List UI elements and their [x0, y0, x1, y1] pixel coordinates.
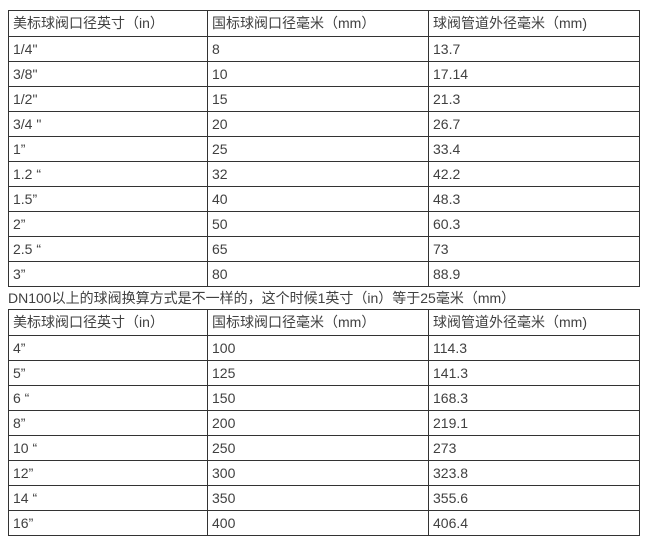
table-cell: 13.7 [428, 36, 640, 62]
table-cell: 1/2" [8, 86, 208, 112]
table-cell: 400 [207, 510, 429, 536]
table-cell: 125 [207, 360, 429, 386]
table-cell: 406.4 [428, 510, 640, 536]
table-cell: 350 [207, 485, 429, 511]
table-cell: 33.4 [428, 136, 640, 162]
table-cell: 10 “ [8, 435, 208, 461]
table-cell: 21.3 [428, 86, 640, 112]
table-cell: 3” [8, 261, 208, 287]
table-cell: 300 [207, 460, 429, 486]
table-row: 3/4 " 20 26.7 [8, 111, 640, 137]
table-cell: 10 [207, 61, 429, 87]
table-row: 5” 125 141.3 [8, 360, 640, 386]
table-row: 6 “150 168.3 [8, 385, 640, 411]
table-cell: 323.8 [428, 460, 640, 486]
table-cell: 5” [8, 360, 208, 386]
table-cell: 2.5 “ [8, 236, 208, 262]
table-cell: 3/8" [8, 61, 208, 87]
table-cell: 15 [207, 86, 429, 112]
table-cell: 2” [8, 211, 208, 237]
table-cell: 25 [207, 136, 429, 162]
table-cell: 8 [207, 36, 429, 62]
table-row: 3/8" 10 17.14 [8, 61, 640, 87]
table-row: 1.5” 40 48.3 [8, 186, 640, 212]
table-row: 1/4" 8 13.7 [8, 36, 640, 62]
table-cell: 100 [207, 335, 429, 361]
table-cell: 168.3 [428, 385, 640, 411]
table-cell: 1” [8, 136, 208, 162]
table-row: 3” 80 88.9 [8, 261, 640, 287]
table-cell: 48.3 [428, 186, 640, 212]
table-cell: 12” [8, 460, 208, 486]
header-cell: 球阀管道外径毫米（mm) [428, 10, 640, 37]
table-cell: 1.5” [8, 186, 208, 212]
table-cell: 141.3 [428, 360, 640, 386]
table-cell: 1.2 “ [8, 161, 208, 187]
table-cell: 14 “ [8, 485, 208, 511]
table-row: 12” 300 323.8 [8, 460, 640, 486]
valve-size-table-dn100-above: 美标球阀口径英寸（in） 国标球阀口径毫米（mm） 球阀管道外径毫米（mm) 4” 10… [8, 309, 640, 536]
note-text: DN100以上的球阀换算方式是不一样的，这个时候1英寸（in）等于25毫米（mm… [8, 290, 516, 306]
table-row: 8” 200 219.1 [8, 410, 640, 436]
table-cell: 16” [8, 510, 208, 536]
table-cell: 250 [207, 435, 429, 461]
table-cell: 8” [8, 410, 208, 436]
table-row: 14 “350 355.6 [8, 485, 640, 511]
header-cell: 国标球阀口径毫米（mm） [207, 10, 429, 37]
table-cell: 6 “ [8, 385, 208, 411]
header-cell: 球阀管道外径毫米（mm) [428, 309, 640, 336]
table-cell: 60.3 [428, 211, 640, 237]
table-row: 1.2 “32 42.2 [8, 161, 640, 187]
header-row: 美标球阀口径英寸（in） 国标球阀口径毫米（mm） 球阀管道外径毫米（mm) [8, 10, 640, 37]
header-row: 美标球阀口径英寸（in） 国标球阀口径毫米（mm） 球阀管道外径毫米（mm) [8, 309, 640, 336]
header-cell: 国标球阀口径毫米（mm） [207, 309, 429, 336]
cropped-text-remnant [0, 10, 646, 13]
header-cell: 美标球阀口径英寸（in） [8, 10, 208, 37]
table-cell: 65 [207, 236, 429, 262]
page: { "colors": { "text": "#404040", "border… [0, 10, 646, 547]
table-cell: 3/4 " [8, 111, 208, 137]
table-cell: 20 [207, 111, 429, 137]
table-cell: 1/4" [8, 36, 208, 62]
table-cell: 4” [8, 335, 208, 361]
table-cell: 150 [207, 385, 429, 411]
table-cell: 32 [207, 161, 429, 187]
valve-size-table-dn80-below: 美标球阀口径英寸（in） 国标球阀口径毫米（mm） 球阀管道外径毫米（mm) 1/4"… [8, 10, 640, 287]
table-cell: 80 [207, 261, 429, 287]
table-row: 2” 50 60.3 [8, 211, 640, 237]
table-cell: 73 [428, 236, 640, 262]
table-cell: 88.9 [428, 261, 640, 287]
table-cell: 355.6 [428, 485, 640, 511]
table-cell: 273 [428, 435, 640, 461]
table-cell: 219.1 [428, 410, 640, 436]
header-cell: 美标球阀口径英寸（in） [8, 309, 208, 336]
table-cell: 17.14 [428, 61, 640, 87]
table-cell: 200 [207, 410, 429, 436]
table-row: 4” 100 114.3 [8, 335, 640, 361]
table-cell: 40 [207, 186, 429, 212]
table-row: 10 “250 273 [8, 435, 640, 461]
table-row: 16” 400 406.4 [8, 510, 640, 536]
table-cell: 26.7 [428, 111, 640, 137]
table-cell: 42.2 [428, 161, 640, 187]
table-row: 1” 25 33.4 [8, 136, 640, 162]
table-row: 1/2" 15 21.3 [8, 86, 640, 112]
table-cell: 114.3 [428, 335, 640, 361]
table-cell: 50 [207, 211, 429, 237]
table-row: 2.5 “65 73 [8, 236, 640, 262]
